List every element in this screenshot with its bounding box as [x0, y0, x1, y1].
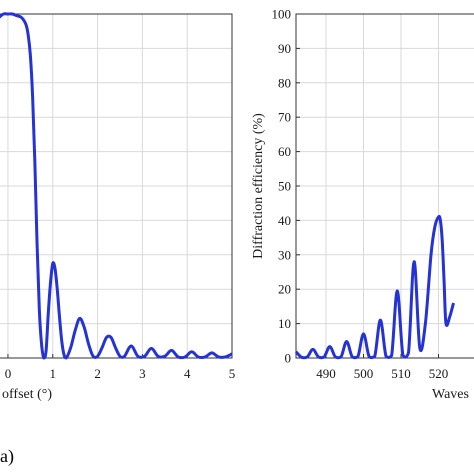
right-grid	[296, 14, 474, 358]
right-x-tick-label: 510	[391, 366, 411, 381]
right-y-tick-label: 90	[278, 41, 291, 56]
right-y-tick-label: 60	[278, 144, 291, 159]
right-y-axis-label: Diffraction efficiency (%)	[251, 113, 266, 259]
right-y-tick-label: 70	[278, 110, 291, 125]
right-x-ticks: 490 500 510 520	[316, 354, 448, 381]
left-plot-frame	[0, 13, 233, 359]
left-x-tick-label: 1	[50, 366, 57, 381]
left-x-tick-label: 5	[229, 366, 236, 381]
left-x-tick-label: 0	[5, 366, 12, 381]
right-y-tick-label: 20	[278, 282, 291, 297]
right-y-tick-label: 40	[278, 213, 291, 228]
right-y-ticks: 0 10 20 30 40 50 60 70 80 90 100	[272, 7, 300, 366]
right-x-tick-label: 490	[316, 366, 336, 381]
right-panel: 0 10 20 30 40 50 60 70 80 90 100 490 500 510 520 Diff…	[251, 7, 474, 402]
left-x-axis-label: offset (°)	[2, 387, 52, 402]
right-series-line	[294, 214, 455, 360]
panel-caption: (a)	[0, 446, 14, 467]
right-x-tick-label: 520	[429, 366, 449, 381]
right-x-axis-label: Waves	[432, 387, 469, 402]
right-y-tick-label: 10	[278, 316, 291, 331]
right-y-tick-label: 80	[278, 75, 291, 90]
left-x-tick-label: 4	[184, 366, 191, 381]
right-y-tick-label: 100	[272, 7, 292, 22]
right-y-tick-label: 0	[285, 351, 292, 366]
right-x-tick-label: 500	[354, 366, 374, 381]
left-x-tick-label: 2	[94, 366, 101, 381]
left-x-tick-label: 3	[139, 366, 146, 381]
left-panel: 0 1 2 3 4 5 offset (°)	[0, 12, 236, 402]
left-series-line	[0, 12, 233, 360]
right-y-tick-label: 50	[278, 179, 291, 194]
right-y-tick-label: 30	[278, 247, 291, 262]
